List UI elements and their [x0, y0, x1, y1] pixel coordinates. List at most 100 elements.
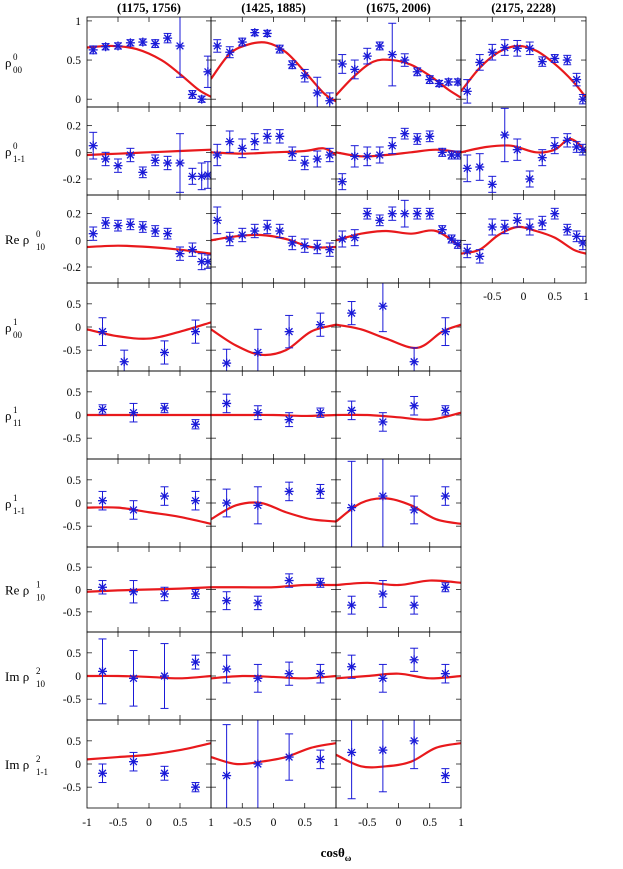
marker-stroke [285, 487, 293, 496]
x-tick-label: 0.5 [298, 817, 313, 829]
panel-content [87, 402, 211, 430]
marker-stroke [563, 136, 572, 145]
data-point [187, 89, 197, 99]
data-point [562, 133, 572, 148]
data-point [378, 412, 388, 432]
row-label-sup: 0 [36, 229, 41, 239]
marker-stroke [191, 590, 200, 598]
marker-stroke [363, 52, 372, 60]
data-point [362, 146, 372, 167]
data-point [88, 45, 98, 55]
y-tick-label: 0.5 [67, 299, 82, 311]
x-axis-title-main: cos [321, 845, 338, 860]
marker-stroke [160, 492, 169, 500]
marker-stroke [250, 28, 259, 37]
data-point [284, 733, 294, 781]
model-curve [336, 58, 461, 99]
data-point [475, 249, 485, 264]
y-tick-label: 0 [75, 410, 81, 422]
data-point [138, 37, 148, 47]
row-label-sub: 1-1 [36, 767, 48, 777]
marker-stroke [188, 90, 197, 99]
panel-content [87, 317, 211, 371]
row-label-prefix: Im [5, 757, 23, 772]
marker-stroke [225, 235, 234, 243]
panel-frame [210, 719, 337, 809]
data-point [512, 138, 522, 161]
data-point [101, 151, 111, 167]
data-point [378, 580, 388, 608]
panel [335, 458, 462, 548]
y-tick-label: 1 [75, 16, 81, 28]
marker-stroke [254, 599, 262, 607]
marker-stroke [347, 601, 356, 609]
data-point [347, 301, 357, 326]
panel-content [87, 580, 211, 604]
marker-stroke [254, 408, 262, 417]
marker-stroke [338, 235, 347, 243]
data-point [98, 317, 107, 347]
data-point [262, 129, 272, 144]
x-tick-label: 1 [333, 817, 339, 829]
data-point [375, 214, 385, 227]
marker-stroke [285, 415, 293, 424]
data-point [88, 226, 98, 241]
data-point [300, 155, 310, 171]
data-point [275, 44, 285, 54]
marker-stroke [151, 156, 160, 165]
marker-stroke [325, 245, 334, 254]
marker-stroke [313, 89, 322, 97]
y-tick-label: 0.2 [67, 209, 82, 221]
column-title: (1675, 2006) [366, 1, 431, 15]
marker-stroke [513, 145, 522, 154]
data-point [275, 129, 285, 144]
marker-stroke [410, 401, 418, 410]
marker-stroke [347, 662, 356, 671]
data-point [225, 130, 235, 153]
row-label-symbol: ρ [5, 408, 12, 423]
data-point [191, 319, 200, 344]
marker-stroke [441, 327, 450, 336]
marker-stroke [197, 95, 206, 104]
marker-stroke [513, 44, 522, 53]
marker-stroke [263, 132, 272, 141]
data-point [444, 77, 453, 87]
panel [460, 16, 587, 108]
data-point [525, 218, 535, 236]
data-point [347, 720, 357, 800]
y-tick-label: -0.5 [63, 607, 81, 619]
marker-stroke [160, 348, 169, 357]
data-point [253, 328, 263, 371]
data-point [138, 166, 148, 179]
marker-stroke [379, 674, 387, 683]
row-label: ρ 1 11 [5, 405, 22, 428]
x-tick-label: 0 [146, 817, 152, 829]
data-point [409, 720, 419, 770]
data-point [98, 580, 107, 595]
marker-stroke [285, 327, 293, 336]
panel [335, 546, 462, 633]
marker-stroke [288, 60, 297, 69]
x-tick-label: 0.5 [423, 817, 438, 829]
marker-stroke [325, 151, 334, 159]
data-point [337, 173, 347, 191]
panel-content [87, 742, 211, 793]
marker-stroke [89, 46, 98, 54]
data-point [315, 407, 325, 418]
marker-stroke [288, 149, 297, 158]
marker-stroke [300, 159, 309, 167]
data-point [362, 47, 372, 65]
data-point [312, 150, 322, 168]
row-label-prefix: Im [5, 669, 23, 684]
panel [210, 719, 337, 809]
marker-stroke [263, 223, 272, 231]
marker-stroke [316, 408, 325, 417]
marker-stroke [400, 209, 409, 218]
marker-stroke [222, 359, 231, 367]
marker-stroke [347, 748, 356, 757]
y-tick-label: 0 [75, 322, 81, 334]
marker-stroke [454, 151, 461, 159]
row-label-sub: 00 [13, 65, 23, 75]
data-point [562, 54, 572, 66]
row-label-symbol: ρ [5, 55, 12, 70]
